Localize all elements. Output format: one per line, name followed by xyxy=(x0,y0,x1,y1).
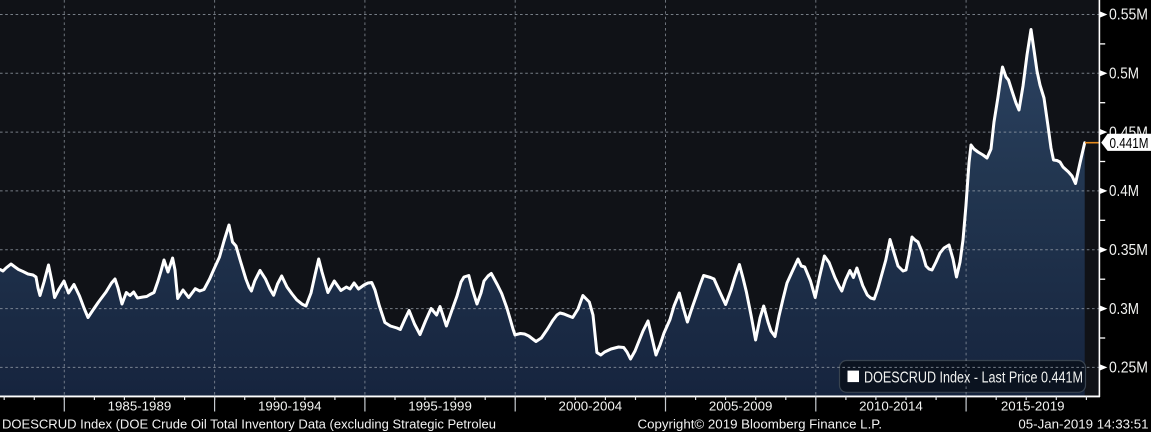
svg-text:0.5M: 0.5M xyxy=(1109,66,1139,83)
svg-text:2005-2009: 2005-2009 xyxy=(709,399,773,414)
svg-text:DOESCRUD Index - Last Price 0.: DOESCRUD Index - Last Price 0.441M xyxy=(864,370,1083,387)
svg-text:0.55M: 0.55M xyxy=(1109,7,1148,24)
svg-text:DOESCRUD Index (DOE Crude Oil: DOESCRUD Index (DOE Crude Oil Total Inve… xyxy=(2,416,496,431)
svg-text:1990-1994: 1990-1994 xyxy=(258,399,322,414)
svg-text:0.35M: 0.35M xyxy=(1109,242,1148,259)
svg-text:0.25M: 0.25M xyxy=(1109,360,1148,377)
svg-text:2010-2014: 2010-2014 xyxy=(859,399,923,414)
svg-text:0.441M: 0.441M xyxy=(1110,135,1149,152)
svg-text:1995-1999: 1995-1999 xyxy=(408,399,472,414)
svg-text:2000-2004: 2000-2004 xyxy=(559,399,623,414)
svg-text:2015-2019: 2015-2019 xyxy=(1001,399,1065,414)
svg-text:0.4M: 0.4M xyxy=(1109,183,1139,200)
svg-text:0.3M: 0.3M xyxy=(1109,301,1139,318)
svg-text:1985-1989: 1985-1989 xyxy=(108,399,172,414)
svg-text:Copyright© 2019 Bloomberg Fina: Copyright© 2019 Bloomberg Finance L.P. xyxy=(638,416,883,431)
svg-text:05-Jan-2019 14:33:51: 05-Jan-2019 14:33:51 xyxy=(1018,416,1148,431)
